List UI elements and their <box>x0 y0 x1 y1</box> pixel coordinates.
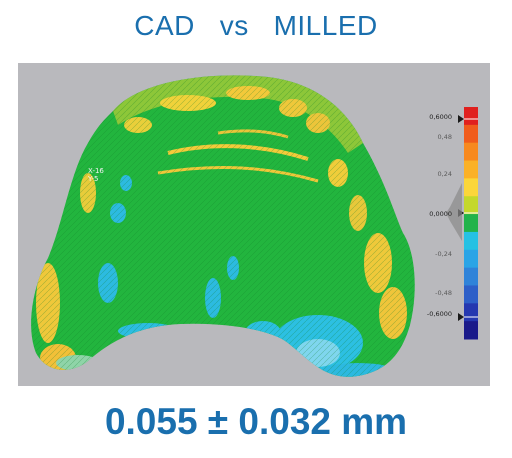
scale-color-segment <box>464 267 478 286</box>
scale-min-label: -0,6000 <box>426 310 452 318</box>
scale-tick-label: -0,48 <box>435 289 452 297</box>
scale-zero-label: 0,0000 <box>429 210 452 218</box>
deviation-result: 0.055 ± 0.032 mm <box>104 401 408 442</box>
scale-tick-label: 0,24 <box>437 170 452 178</box>
scale-tick-label: -0,24 <box>435 250 452 258</box>
scale-color-segment <box>464 142 478 162</box>
scale-color-segment <box>464 196 478 215</box>
axis-label: X-16 Y-5 <box>88 167 104 183</box>
page-title: CAD vs MILLED <box>134 10 378 41</box>
scale-color-segment <box>464 321 478 340</box>
scale-color-segment <box>464 107 478 126</box>
axis-x-label: X-16 <box>88 167 104 175</box>
scale-color-segment <box>464 178 478 197</box>
scale-marker <box>458 313 464 321</box>
scale-tick-label: 0,48 <box>437 133 452 141</box>
color-scale-legend: 0,6000 0,48 0,24 0,0000 -0,24 -0,48 -0,6… <box>418 103 490 343</box>
scale-color-segment <box>464 249 478 269</box>
scale-marker <box>458 115 464 123</box>
scale-color-segment <box>464 160 478 179</box>
deviation-map-panel: X-16 Y-5 0,6000 0,48 0,24 0,0000 -0,24 -… <box>18 63 490 386</box>
scale-color-segment <box>464 124 478 144</box>
scale-color-segment <box>464 303 478 322</box>
scale-color-segment <box>464 285 478 304</box>
axis-y-label: Y-5 <box>88 175 99 183</box>
scale-color-segment <box>464 231 478 251</box>
scale-histogram <box>446 183 462 241</box>
deviation-map <box>31 75 415 377</box>
scale-color-segment <box>464 214 478 233</box>
scale-max-label: 0,6000 <box>429 113 452 121</box>
color-scale-bar <box>446 107 478 340</box>
